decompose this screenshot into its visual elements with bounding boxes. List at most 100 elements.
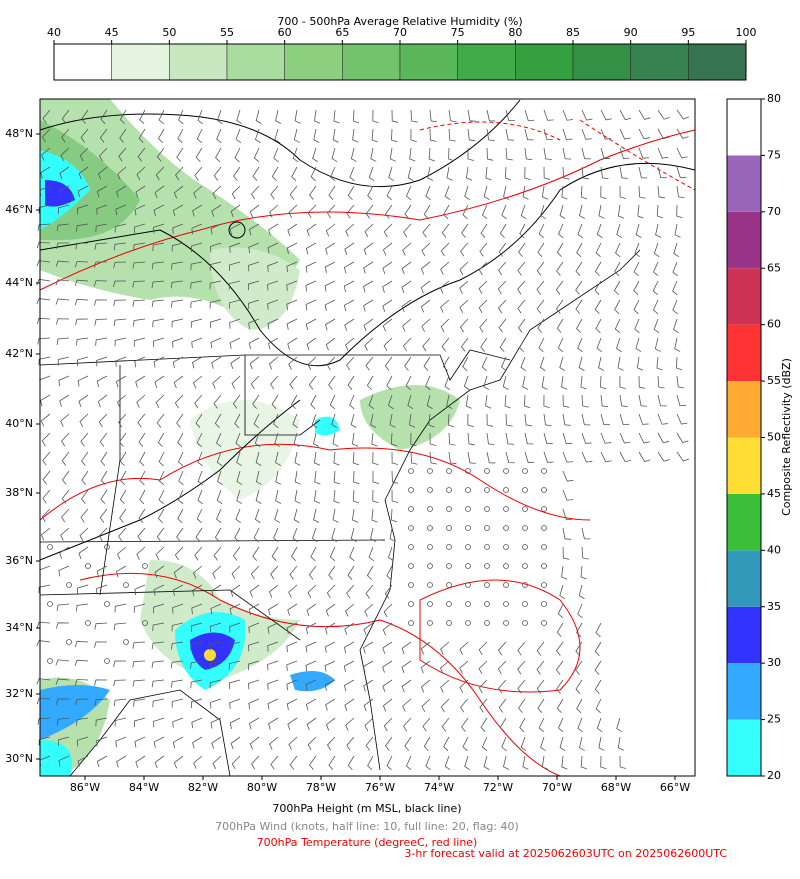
wind-barb xyxy=(271,166,279,182)
wind-barb xyxy=(153,603,165,614)
wind-barb xyxy=(216,508,222,524)
wind-barb xyxy=(656,356,663,371)
wind-barb xyxy=(172,717,184,728)
wind-barb xyxy=(462,204,469,220)
wind-barb xyxy=(600,185,607,200)
calm-wind xyxy=(522,525,528,531)
wind-barb xyxy=(363,280,374,293)
wind-barb xyxy=(613,280,621,296)
wind-barb xyxy=(347,375,355,390)
wind-barb xyxy=(100,451,108,466)
wind-barb xyxy=(537,698,545,713)
wind-barb xyxy=(345,717,355,731)
wind-barb xyxy=(293,128,300,143)
wind-barb xyxy=(231,565,241,580)
wind-barb xyxy=(405,185,412,201)
wind-barb xyxy=(524,166,531,181)
wind-barb xyxy=(292,413,298,429)
wind-barb xyxy=(177,508,184,524)
wind-barb xyxy=(480,223,488,238)
wind-barb xyxy=(117,166,127,180)
wind-barb xyxy=(113,299,127,307)
wind-barb xyxy=(113,318,127,327)
wind-barb xyxy=(197,451,203,467)
wind-barb xyxy=(616,337,622,353)
wind-barb xyxy=(61,508,70,523)
reflectivity-cells xyxy=(40,150,340,776)
wind-barb xyxy=(236,470,243,486)
wind-barb xyxy=(537,318,545,333)
wind-barb xyxy=(134,736,146,748)
wind-barb xyxy=(538,337,545,353)
wind-barb xyxy=(674,337,681,352)
wind-barb xyxy=(270,755,279,770)
wind-barb xyxy=(76,717,89,726)
wind-barb xyxy=(519,717,526,733)
wind-barb xyxy=(499,337,507,352)
wind-barb xyxy=(119,109,127,125)
wind-barb xyxy=(194,394,203,409)
rh-tick-label: 80 xyxy=(508,26,522,39)
wind-barb xyxy=(95,337,108,346)
wind-barb xyxy=(267,660,279,671)
wind-barb xyxy=(617,736,624,751)
wind-barb xyxy=(177,489,184,505)
wind-barb xyxy=(252,166,260,181)
wind-barb xyxy=(273,413,279,429)
wind-barb xyxy=(275,489,282,504)
wind-barb xyxy=(429,128,437,142)
wind-barb xyxy=(498,299,507,314)
wind-barb xyxy=(176,147,184,162)
wind-barb xyxy=(253,147,260,163)
wind-barb xyxy=(248,261,260,272)
wind-barb xyxy=(352,451,360,466)
wind-barb xyxy=(577,717,583,733)
wind-barb xyxy=(196,432,203,448)
wind-barb xyxy=(119,508,127,523)
wind-barb xyxy=(498,318,507,333)
wind-barb xyxy=(78,546,89,560)
calm-wind xyxy=(427,563,433,569)
wind-barb xyxy=(363,660,374,673)
wind-barb xyxy=(151,660,165,668)
reflectivity-color-bin xyxy=(727,606,761,664)
wind-barb xyxy=(192,736,203,749)
wind-barb xyxy=(467,451,476,464)
wind-barb xyxy=(59,166,70,179)
wind-barb xyxy=(676,413,688,425)
reflectivity-color-bin xyxy=(727,493,761,551)
wind-barb xyxy=(153,204,165,216)
wind-barb xyxy=(40,166,51,179)
wind-barb xyxy=(210,603,222,615)
wind-barb xyxy=(292,147,299,163)
wind-barb xyxy=(133,698,146,707)
wind-barb xyxy=(498,698,507,713)
wind-barb xyxy=(56,603,70,612)
wind-barb xyxy=(501,356,507,372)
wind-barb xyxy=(138,508,146,523)
wind-barb xyxy=(153,584,165,596)
wind-barb xyxy=(405,375,412,391)
wind-barb xyxy=(307,204,317,219)
wind-barb xyxy=(153,717,165,728)
wind-barb xyxy=(172,736,184,749)
wind-barb xyxy=(75,242,89,250)
wind-barb xyxy=(255,109,262,124)
calm-wind xyxy=(66,582,72,588)
wind-barb xyxy=(420,679,431,693)
wind-barb xyxy=(248,641,260,652)
calm-wind xyxy=(85,563,91,569)
wind-barb xyxy=(313,451,321,466)
wind-barb xyxy=(638,128,650,140)
wind-barb xyxy=(541,185,549,200)
calm-wind xyxy=(484,468,490,474)
rh-tick-label: 90 xyxy=(624,26,638,39)
wind-barb xyxy=(267,299,279,310)
lat-tick-label: 48°N xyxy=(5,127,33,140)
wind-barb xyxy=(151,299,165,308)
wind-barb xyxy=(157,432,165,448)
wind-barb xyxy=(581,527,591,540)
wind-barb xyxy=(421,242,431,257)
wind-barb xyxy=(478,299,488,314)
wind-barb xyxy=(275,470,282,485)
